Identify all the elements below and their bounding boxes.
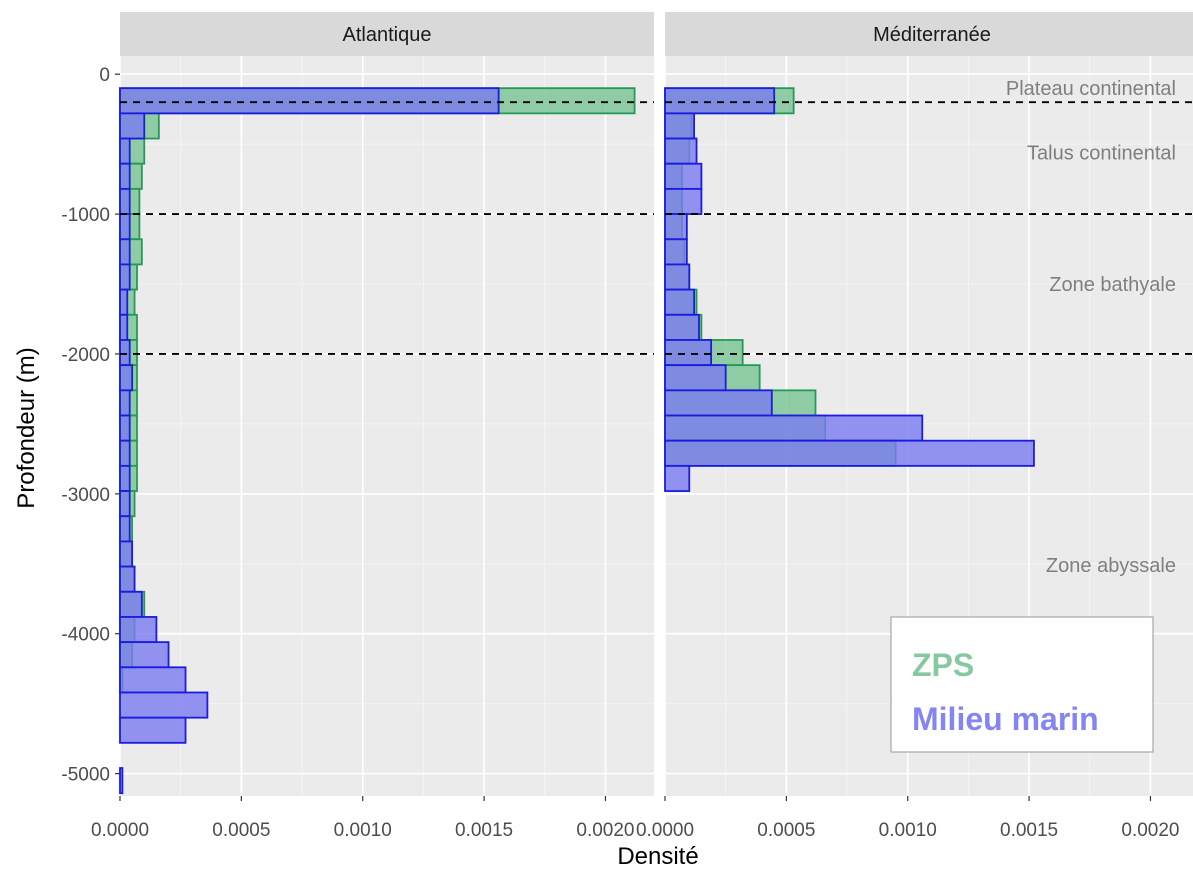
bar-milieu-marin bbox=[664, 313, 700, 341]
bar-milieu-marin bbox=[119, 716, 187, 744]
legend-box bbox=[890, 616, 1154, 753]
x-tick-label: 0.0015 bbox=[455, 820, 513, 841]
bar-milieu-marin bbox=[664, 439, 1035, 467]
bar-milieu-marin bbox=[119, 439, 131, 467]
bar-milieu-marin bbox=[664, 339, 713, 367]
facet-label-atlantique: Atlantique bbox=[343, 24, 432, 46]
x-axis-title: Densité bbox=[617, 843, 698, 870]
bar-milieu-marin bbox=[664, 87, 776, 115]
bar-milieu-marin bbox=[119, 339, 131, 367]
depth-zone-label: Plateau continental bbox=[1006, 78, 1176, 100]
bars-layer bbox=[119, 87, 1035, 795]
bar-milieu-marin bbox=[664, 364, 727, 392]
axes-layer: 0.0000 0.0005 0.0010 0.0015 0.0020 0.0000 0.00… bbox=[61, 65, 1179, 841]
bar-milieu-marin bbox=[119, 389, 131, 417]
bar-milieu-marin bbox=[664, 137, 698, 165]
x-tick-label: 0.0010 bbox=[334, 820, 392, 841]
bar-milieu-marin bbox=[664, 238, 688, 266]
depth-zone-label: Zone abyssale bbox=[1046, 555, 1176, 577]
y-tick-label: -3000 bbox=[61, 485, 110, 506]
legend-label-milieu-marin: Milieu marin bbox=[912, 701, 1099, 737]
bar-milieu-marin bbox=[119, 313, 129, 341]
y-tick-label: -1000 bbox=[61, 205, 110, 226]
x-tick-label: 0.0020 bbox=[1121, 820, 1179, 841]
y-tick-label: -5000 bbox=[61, 765, 110, 786]
x-tick-label: 0.0020 bbox=[576, 820, 634, 841]
bar-milieu-marin bbox=[119, 691, 209, 719]
bar-milieu-marin bbox=[119, 666, 187, 694]
bar-milieu-marin bbox=[119, 162, 131, 190]
bar-milieu-marin bbox=[119, 515, 131, 543]
facet-strip-atlantique bbox=[120, 12, 654, 56]
bar-milieu-marin bbox=[119, 590, 143, 618]
bar-milieu-marin bbox=[119, 238, 131, 266]
depth-zone-label: Talus continental bbox=[1027, 143, 1176, 165]
y-axis-title: Profondeur (m) bbox=[13, 347, 40, 508]
bar-milieu-marin bbox=[664, 162, 703, 190]
legend: ZPS Milieu marin bbox=[890, 616, 1154, 753]
x-tick-label: 0.0000 bbox=[636, 820, 694, 841]
y-tick-label: -4000 bbox=[61, 625, 110, 646]
x-tick-label: 0.0010 bbox=[879, 820, 937, 841]
bar-milieu-marin bbox=[119, 540, 134, 568]
bar-milieu-marin bbox=[119, 187, 131, 215]
bar-milieu-marin bbox=[664, 414, 924, 442]
y-tick-label: 0 bbox=[99, 65, 110, 86]
bar-milieu-marin bbox=[664, 288, 696, 316]
bar-milieu-marin bbox=[664, 187, 703, 215]
bar-milieu-marin bbox=[664, 464, 691, 492]
x-tick-label: 0.0015 bbox=[1000, 820, 1058, 841]
bar-milieu-marin bbox=[119, 137, 131, 165]
bar-milieu-marin bbox=[119, 490, 131, 518]
x-tick-label: 0.0005 bbox=[212, 820, 270, 841]
bar-milieu-marin bbox=[119, 213, 131, 241]
bar-milieu-marin bbox=[119, 565, 136, 593]
bar-milieu-marin bbox=[119, 364, 134, 392]
x-tick-label: 0.0005 bbox=[757, 820, 815, 841]
bar-milieu-marin bbox=[119, 288, 129, 316]
bar-milieu-marin bbox=[664, 389, 773, 417]
overlay-layer: Plateau continental Talus continental Zone… bbox=[120, 78, 1193, 577]
bar-milieu-marin bbox=[119, 87, 500, 115]
bar-milieu-marin bbox=[664, 263, 691, 291]
facet-strip-mediterranee bbox=[665, 12, 1193, 56]
legend-label-zps: ZPS bbox=[912, 647, 974, 683]
x-tick-label: 0.0000 bbox=[91, 820, 149, 841]
bar-milieu-marin bbox=[664, 213, 688, 241]
y-tick-label: -2000 bbox=[61, 345, 110, 366]
bar-milieu-marin bbox=[119, 263, 131, 291]
bar-milieu-marin bbox=[119, 616, 158, 644]
facet-label-mediterranee: Méditerranée bbox=[873, 24, 991, 46]
depth-zone-label: Zone bathyale bbox=[1049, 274, 1176, 296]
bar-milieu-marin bbox=[119, 641, 170, 669]
bar-milieu-marin bbox=[119, 414, 131, 442]
bar-milieu-marin bbox=[119, 767, 124, 795]
panel-background-atlantique bbox=[120, 56, 654, 796]
bar-milieu-marin bbox=[119, 112, 146, 140]
bar-milieu-marin bbox=[664, 112, 696, 140]
bar-milieu-marin bbox=[119, 464, 131, 492]
